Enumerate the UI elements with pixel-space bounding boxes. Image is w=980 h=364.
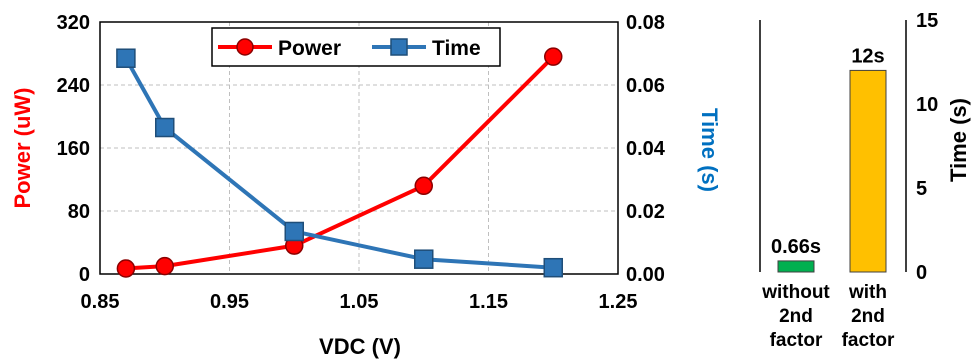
right-y-axis-title: Time (s) xyxy=(697,108,722,192)
left-y-tick-label: 320 xyxy=(57,12,90,34)
x-tick-labels: 0.85 0.95 1.05 1.15 1.25 xyxy=(81,291,638,313)
data-point-time xyxy=(284,221,304,242)
legend-power-label: Power xyxy=(278,37,341,60)
bar-category-label: factor xyxy=(842,330,895,351)
bar xyxy=(849,69,887,273)
right-y-tick-label: 0.02 xyxy=(626,201,665,223)
bar-value-label: 0.66s xyxy=(771,236,821,258)
series-line-time xyxy=(124,57,554,270)
data-point-power xyxy=(414,176,433,196)
x-axis-title: VDC (V) xyxy=(319,334,401,359)
right-y-tick-label: 0.06 xyxy=(626,75,665,97)
data-point-power xyxy=(155,256,174,276)
bar-category-label: 2nd xyxy=(779,306,813,327)
right-y-tick-label: 0.08 xyxy=(626,12,665,34)
data-point-time xyxy=(155,117,175,138)
legend-power-marker xyxy=(236,38,254,56)
bar-category-label: 2nd xyxy=(851,306,885,327)
left-y-tick-label: 240 xyxy=(57,75,90,97)
bar-y-tick-label: 0 xyxy=(916,262,927,284)
bars-layer: 0.66s 12s xyxy=(771,45,887,273)
x-tick-label: 0.85 xyxy=(81,291,120,313)
data-point-time xyxy=(116,48,136,68)
series-layer xyxy=(116,47,563,278)
left-y-axis-title: Power (uW) xyxy=(10,88,35,209)
legend-time-marker xyxy=(390,38,408,56)
left-y-tick-label: 0 xyxy=(79,264,90,286)
left-y-tick-labels: 0 80 160 240 320 xyxy=(57,12,90,286)
data-point-time xyxy=(414,249,434,269)
left-y-tick-label: 160 xyxy=(57,138,90,160)
x-tick-label: 1.05 xyxy=(340,291,379,313)
left-y-tick-label: 80 xyxy=(68,201,90,223)
bar-category-label: without xyxy=(761,282,830,303)
x-tick-label: 1.25 xyxy=(599,291,638,313)
right-y-tick-label: 0.00 xyxy=(626,264,665,286)
bar-category-labels: without 2nd factor with 2nd factor xyxy=(761,282,895,351)
bar-y-tick-labels: 0 5 10 15 xyxy=(916,10,938,284)
data-point-power xyxy=(544,47,563,66)
bar xyxy=(777,260,815,273)
legend-time-label: Time xyxy=(432,37,481,60)
bar-y-tick-label: 5 xyxy=(916,178,927,200)
right-y-tick-label: 0.04 xyxy=(626,138,666,160)
bar-y-axis-title: Time (s) xyxy=(946,98,971,182)
x-tick-label: 0.95 xyxy=(210,291,249,313)
bar-category-label: with xyxy=(848,282,887,303)
time-bar-chart: 0.66s 12s 0 5 10 15 without 2nd factor with 2nd f… xyxy=(759,10,971,351)
data-point-power xyxy=(116,259,136,278)
bar-y-tick-label: 10 xyxy=(916,94,938,116)
bar-category-label: factor xyxy=(770,330,823,351)
bar-y-tick-label: 15 xyxy=(916,10,938,32)
bar-value-label: 12s xyxy=(851,45,884,67)
right-y-tick-labels: 0.00 0.02 0.04 0.06 0.08 xyxy=(626,12,666,286)
data-point-time xyxy=(543,257,563,278)
series-line-power xyxy=(125,55,555,271)
plot-frame xyxy=(99,21,619,275)
x-tick-label: 1.15 xyxy=(469,291,508,313)
legend: Power Time xyxy=(211,27,501,67)
